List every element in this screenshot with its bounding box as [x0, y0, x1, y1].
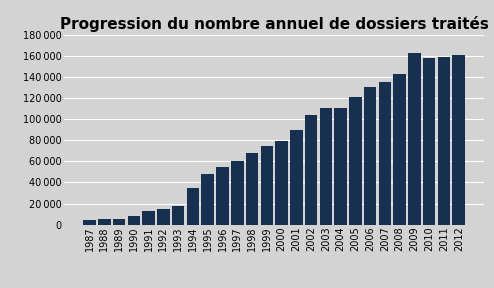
Bar	[290, 130, 303, 225]
Bar	[349, 97, 362, 225]
Bar	[172, 206, 184, 225]
Bar	[187, 188, 199, 225]
Bar	[408, 52, 421, 225]
Bar	[83, 220, 96, 225]
Bar	[157, 209, 170, 225]
Bar	[142, 211, 155, 225]
Bar	[113, 219, 125, 225]
Bar	[423, 58, 436, 225]
Bar	[98, 219, 111, 225]
Bar	[202, 174, 214, 225]
Bar	[364, 87, 376, 225]
Bar	[320, 109, 332, 225]
Bar	[127, 216, 140, 225]
Bar	[246, 153, 258, 225]
Bar	[438, 57, 450, 225]
Bar	[216, 166, 229, 225]
Bar	[393, 74, 406, 225]
Bar	[231, 161, 244, 225]
Bar	[378, 82, 391, 225]
Bar	[260, 147, 273, 225]
Bar	[453, 55, 465, 225]
Bar	[305, 115, 317, 225]
Bar	[334, 109, 347, 225]
Title: Progression du nombre annuel de dossiers traités: Progression du nombre annuel de dossiers…	[60, 16, 489, 32]
Bar	[275, 141, 288, 225]
